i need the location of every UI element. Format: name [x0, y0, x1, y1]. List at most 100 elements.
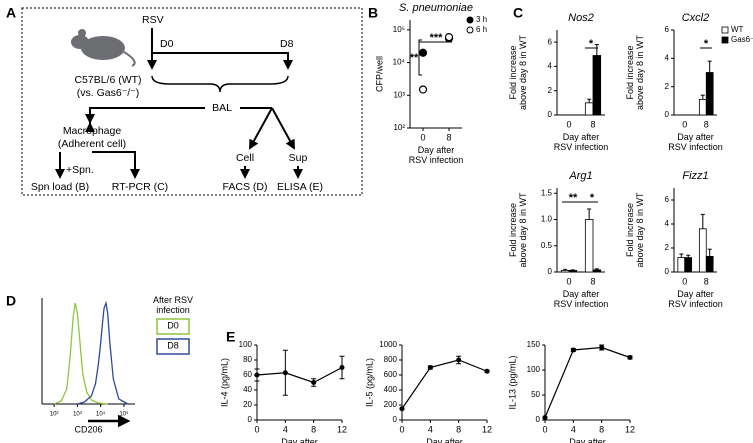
point	[311, 380, 317, 385]
line	[53, 302, 108, 405]
bar	[698, 99, 707, 116]
diagram	[21, 7, 363, 196]
significance: *	[590, 192, 595, 204]
y-tick-label: 100	[527, 365, 541, 374]
legend-label: WT	[731, 25, 744, 34]
x-tick-label: 8	[456, 424, 461, 434]
x-tick-label: 8	[704, 276, 709, 286]
y-tick-label: 2	[665, 82, 670, 91]
significance: **	[410, 52, 419, 64]
y-tick-label: 0	[665, 110, 670, 119]
y-tick-label: 400	[384, 385, 398, 394]
x-tick-label: 8	[599, 424, 604, 434]
y-tick-label: 800	[384, 355, 398, 364]
y-tick-label: 1.5	[541, 188, 553, 197]
point	[339, 365, 345, 370]
y-tick-label: 10⁵	[393, 25, 405, 34]
panel-label: D	[6, 293, 16, 309]
y-tick-label: 10³	[393, 90, 405, 99]
line	[77, 300, 129, 405]
diagram-text: FACS (D)	[223, 181, 268, 193]
y-tick-label: 4	[665, 219, 670, 228]
diagram-text: ELISA (E)	[277, 181, 323, 193]
significance: ***	[430, 32, 444, 44]
panel-label: E	[226, 329, 235, 345]
diagram-frame	[21, 7, 363, 196]
y-tick-label: 4	[665, 53, 670, 62]
line	[256, 366, 343, 384]
legend-marker	[721, 26, 729, 34]
x-axis-label: CD206	[74, 424, 102, 434]
x-tick-label: 0	[399, 424, 404, 434]
x-tick-label: 8	[590, 119, 595, 129]
x-tick-label: 0	[420, 132, 425, 142]
y-tick-label: 4	[548, 62, 553, 71]
y-tick-label: 2	[548, 86, 553, 95]
x-tick-label: 12	[625, 424, 635, 434]
point	[427, 365, 433, 370]
y-axis-label: IL-13 (pg/mL)	[507, 355, 517, 409]
x-tick-label: 10²	[50, 412, 59, 418]
y-axis-label: Fold increaseabove day 8 in WT	[625, 34, 645, 110]
bar	[705, 255, 714, 273]
bar	[698, 228, 707, 273]
chart-title: Nos2	[568, 12, 594, 24]
point	[542, 415, 548, 420]
y-tick-label: 10²	[393, 123, 405, 132]
chart-title: Arg1	[568, 170, 592, 182]
y-axis-label: IL-5 (pg/mL)	[364, 358, 374, 407]
bracket	[418, 39, 422, 76]
diagram-text: Macrophage	[63, 125, 122, 137]
diagram-text: (vs. Gas6⁻/⁻)	[77, 87, 139, 99]
legend-marker	[156, 318, 190, 335]
mouse-icon	[71, 29, 136, 67]
x-tick-label: 12	[482, 424, 492, 434]
diagram-text: Cell	[236, 152, 254, 164]
line	[401, 359, 488, 410]
y-tick-label: 6	[665, 195, 670, 204]
y-axis-label: Fold increaseabove day 8 in WT	[508, 34, 528, 110]
arrow	[271, 107, 295, 150]
chart-title: S. pneumoniae	[399, 2, 473, 14]
y-tick-label: 150	[527, 340, 541, 349]
point	[484, 368, 490, 374]
x-tick-label: 10⁵	[119, 411, 129, 418]
diagram-text: D0	[160, 38, 174, 50]
x-tick-label: 0	[566, 119, 571, 129]
panel-label: B	[368, 5, 378, 21]
legend-label: D8	[167, 340, 179, 350]
y-axis-label: CFP/well	[374, 56, 384, 92]
bar	[705, 72, 714, 116]
y-tick-label: 10⁴	[393, 58, 406, 67]
x-tick-label: 10⁴	[96, 411, 106, 418]
y-axis-label: IL-4 (pg/mL)	[219, 358, 229, 407]
x-tick-label: 0	[254, 424, 259, 434]
y-tick-label: 6	[548, 37, 553, 46]
y-tick-label: 1000	[379, 340, 397, 349]
point	[599, 345, 605, 350]
bar	[592, 269, 602, 273]
legend-marker	[466, 26, 474, 34]
panel-label: C	[513, 5, 523, 21]
arrow	[92, 151, 140, 179]
line	[544, 346, 631, 418]
legend-label: 3 h	[476, 15, 487, 24]
x-tick-label: 10³	[73, 412, 82, 418]
x-tick-label: 8	[704, 119, 709, 129]
point	[456, 357, 462, 363]
bar	[584, 219, 594, 273]
y-tick-label: 60	[243, 370, 252, 379]
legend-label: D0	[167, 320, 179, 330]
bar	[684, 257, 693, 273]
connector	[85, 107, 205, 132]
x-tick-label: 8	[590, 276, 595, 286]
legend-marker	[156, 338, 190, 355]
chart-title: Fizz1	[682, 170, 708, 182]
y-tick-label: 100	[239, 340, 253, 349]
y-axis-label: Fold increaseabove day 8 in WT	[625, 192, 645, 268]
